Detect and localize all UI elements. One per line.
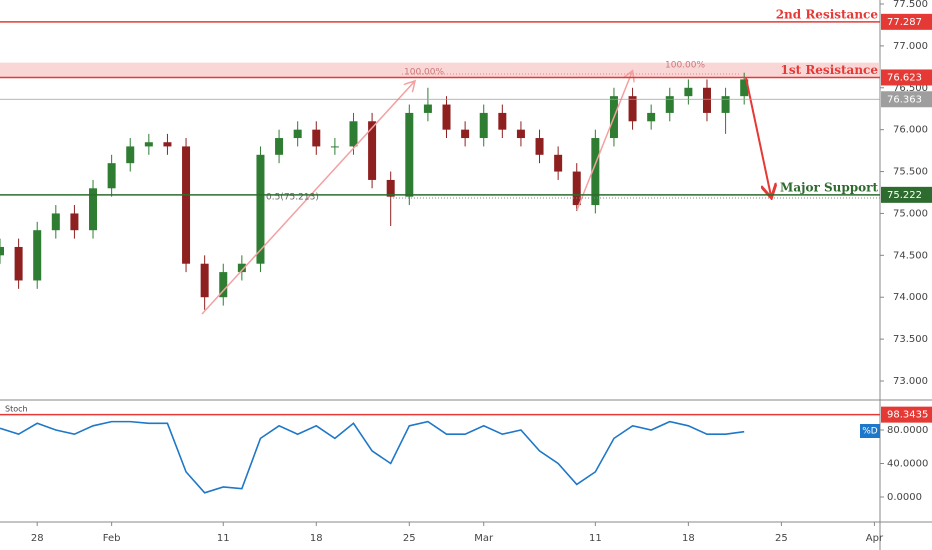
x-tick-label: Apr [866, 533, 884, 544]
y-tick-label: 76.500 [893, 83, 928, 94]
candle-body [498, 112, 507, 130]
y-tick-label: 74.000 [893, 292, 928, 303]
x-tick-label: 18 [682, 533, 695, 544]
indicator-title: Stoch [5, 405, 28, 414]
candle-body [423, 104, 432, 113]
candle-body [535, 138, 544, 155]
candle-body [349, 121, 358, 147]
y-tick-label: 75.500 [893, 167, 928, 178]
candle-body [256, 154, 265, 264]
y-tick-label: 77.500 [893, 0, 928, 10]
candle-body [516, 129, 525, 139]
candle-body [330, 146, 339, 148]
level-badge [881, 406, 932, 423]
y-tick-label: 74.500 [893, 250, 928, 261]
candle-body [386, 179, 395, 197]
candle-body [200, 263, 209, 298]
candle-body [740, 79, 749, 97]
level-name: 2nd Resistance [776, 7, 879, 21]
fib-label: 100.00% [665, 61, 705, 71]
fib-arrow [201, 82, 414, 315]
x-tick-label: 28 [31, 533, 44, 544]
candle-body [591, 138, 600, 206]
x-tick-label: 25 [775, 533, 788, 544]
y-tick-label: 75.000 [893, 208, 928, 219]
candle-body [702, 87, 711, 113]
legend-badge [860, 424, 880, 438]
candle-body [479, 112, 488, 139]
level-badge [881, 13, 932, 30]
level-value: 98.3435 [887, 410, 928, 421]
x-tick-label: 18 [310, 533, 323, 544]
candle-body [219, 272, 228, 298]
fib-label: 0.5(75.213) [266, 193, 319, 203]
x-tick-label: 11 [589, 533, 602, 544]
candle-body [163, 142, 172, 147]
level-badge [881, 186, 932, 203]
level-name: 1st Resistance [781, 63, 879, 77]
candle-body [0, 246, 4, 256]
fib-label: 100.00% [404, 68, 444, 78]
candle-body [275, 138, 284, 155]
level-badge [881, 69, 932, 86]
candle-body [144, 142, 153, 147]
level-badge [881, 91, 932, 108]
candle-body [665, 96, 674, 113]
candle-body [107, 163, 116, 189]
x-tick-label: Feb [103, 533, 121, 544]
y-tick-label: 76.000 [893, 125, 928, 136]
candle-body [126, 146, 135, 164]
y-tick-label: 73.000 [893, 376, 928, 387]
y-tick-label: 0.0000 [887, 492, 922, 503]
level-value: 76.363 [887, 94, 922, 105]
candle-body [368, 121, 377, 180]
y-tick-label: 80.0000 [887, 425, 928, 436]
candle-body [554, 154, 563, 172]
level-value: 75.222 [887, 190, 922, 201]
y-tick-label: 40.0000 [887, 459, 928, 470]
forecast-arrow [745, 77, 771, 196]
candle-body [33, 230, 42, 281]
candle-body [442, 104, 451, 130]
candle-body [293, 129, 302, 139]
candle-body [312, 129, 321, 147]
candle-body [684, 87, 693, 97]
legend-label: %D [862, 427, 878, 437]
x-tick-label: 11 [217, 533, 230, 544]
candle-body [721, 96, 730, 113]
candle-body [647, 112, 656, 122]
x-tick-label: 25 [403, 533, 416, 544]
candle-body [182, 146, 191, 264]
candle-body [572, 171, 581, 206]
level-value: 77.287 [887, 17, 922, 28]
y-tick-label: 77.000 [893, 41, 928, 52]
stoch-line [0, 420, 745, 494]
candle-body [89, 188, 98, 231]
level-name: Major Support [780, 180, 878, 194]
candle-body [628, 96, 637, 122]
level-value: 76.623 [887, 72, 922, 83]
candle-body [405, 112, 414, 197]
candle-body [461, 129, 470, 139]
fib-arrow [576, 72, 632, 211]
candle-body [14, 246, 23, 281]
candle-body [51, 213, 60, 231]
y-tick-label: 73.500 [893, 334, 928, 345]
candle-body [237, 263, 246, 273]
candle-body [70, 213, 79, 231]
x-tick-label: Mar [474, 533, 494, 544]
